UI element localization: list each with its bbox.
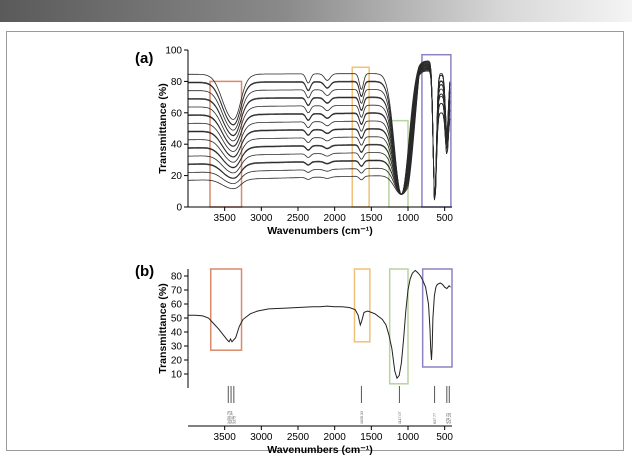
x-axis-label: Wavenumbers (cm⁻¹) [267, 444, 373, 456]
highlight-box [421, 268, 453, 368]
y-tick-label: 80 [171, 272, 183, 283]
peak-label: 3412.84 [230, 411, 234, 424]
panel-label: (b) [135, 263, 154, 280]
x-tick-label: 2500 [287, 432, 310, 443]
spectrum-line [188, 269, 451, 380]
y-tick-label: 20 [171, 171, 183, 182]
panel-label: (a) [135, 50, 153, 67]
panel-a: 0 20 40 60 80 100 3500 3000 2500 2000 1500 1000 500 W… [135, 46, 453, 238]
x-axis-label: Wavenumbers (cm⁻¹) [267, 225, 373, 237]
peak-label: 1117.07 [398, 412, 402, 424]
highlight-box [209, 268, 243, 351]
y-axis-label: Transmittance (%) [157, 83, 169, 173]
x-tick-label: 1500 [360, 213, 383, 224]
peak-label: 1635.33 [360, 411, 364, 424]
peak-label: 3375 [232, 416, 236, 424]
x-tick-label: 500 [436, 432, 453, 443]
x-tick-label: 1500 [360, 432, 383, 443]
peak-label: 637.77 [433, 413, 437, 424]
spectrum-line [188, 69, 451, 198]
y-tick-label: 40 [171, 140, 183, 151]
y-tick-label: 0 [176, 203, 182, 214]
y-tick-label: 40 [171, 328, 183, 339]
y-tick-label: 50 [171, 314, 183, 325]
highlight-box [353, 268, 371, 343]
x-tick-label: 3000 [250, 213, 273, 224]
y-tick-label: 10 [171, 370, 183, 381]
x-tick-label: 3500 [214, 213, 237, 224]
header-gradient-bar [0, 0, 632, 22]
y-tick-label: 30 [171, 342, 183, 353]
x-tick-label: 500 [436, 213, 453, 224]
panel-b: 10 20 30 40 50 60 70 80 3500 3000 2500 2000 1500 1000… [135, 263, 453, 456]
y-tick-label: 60 [171, 108, 183, 119]
spectrum-line [188, 60, 451, 198]
y-tick-label: 70 [171, 286, 183, 297]
x-tick-label: 2500 [287, 213, 310, 224]
spectrum-line [188, 70, 451, 201]
x-tick-label: 2000 [324, 213, 347, 224]
x-tick-label: 2000 [324, 432, 347, 443]
y-tick-label: 80 [171, 77, 183, 88]
y-axis-label: Transmittance (%) [157, 283, 169, 373]
y-tick-label: 100 [165, 46, 182, 57]
peak-label: 3450.79 [227, 411, 231, 424]
highlight-box [388, 268, 409, 385]
spectrum-line [188, 69, 451, 200]
x-tick-label: 1000 [397, 432, 420, 443]
peak-label: 470.72 [445, 413, 449, 424]
peak-label: 437.23 [448, 413, 452, 424]
x-tick-label: 3000 [250, 432, 273, 443]
x-tick-label: 1000 [397, 213, 420, 224]
figure-frame [6, 31, 624, 451]
y-tick-label: 20 [171, 356, 183, 367]
y-tick-label: 60 [171, 300, 183, 311]
x-tick-label: 3500 [214, 432, 237, 443]
